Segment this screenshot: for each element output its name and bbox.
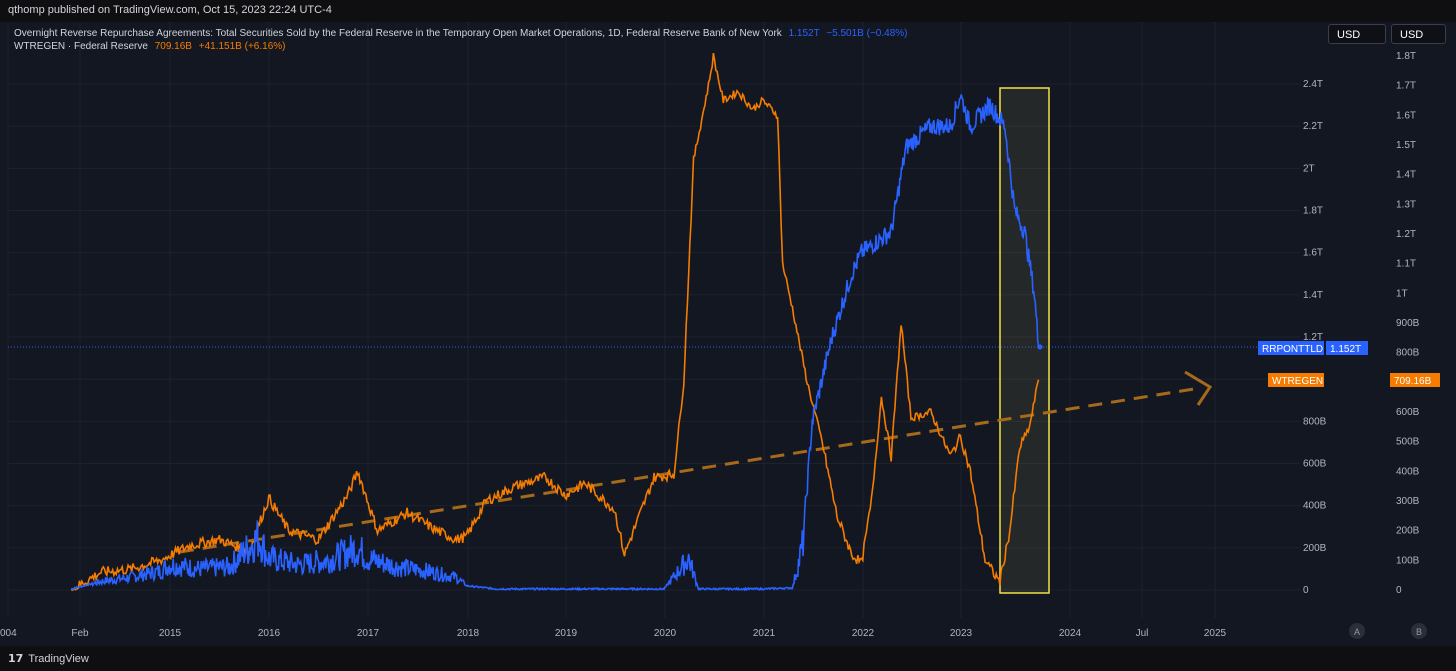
left-axis-tick-label: 2T — [1303, 163, 1315, 174]
right-axis-tick-label: 500B — [1396, 437, 1420, 448]
top-bar: qthomp published on TradingView.com, Oct… — [0, 0, 1456, 22]
left-axis: 0200B400B600B800B1T1.2T1.4T1.6T1.8T2T2.2… — [1303, 79, 1327, 596]
x-axis-tick-label: 2017 — [357, 628, 380, 639]
x-axis-tick-label: 2025 — [1204, 628, 1227, 639]
right-axis: 0100B200B300B400B500B600B700B800B900B1T1… — [1396, 51, 1420, 596]
right-axis-tick-label: 1.8T — [1396, 51, 1416, 62]
rrp-last-point — [1037, 344, 1043, 350]
right-axis-tick-label: 400B — [1396, 466, 1420, 477]
right-axis-tick-label: 1.7T — [1396, 81, 1416, 92]
left-axis-tick-label: 0 — [1303, 585, 1309, 596]
rrp-price-label: RRPONTTLD 1.152T — [1258, 341, 1368, 355]
legend-rrp-value: 1.152T — [788, 28, 820, 39]
x-axis-tick-label: 2022 — [852, 628, 875, 639]
legend-tga[interactable]: WTREGEN · Federal Reserve 709.16B +41.15… — [14, 41, 285, 52]
x-axis-tick-label: 2024 — [1059, 628, 1082, 639]
right-axis-tick-label: 1.6T — [1396, 110, 1416, 121]
trend-arrow-head — [1184, 370, 1213, 406]
rrp-value-text: 1.152T — [1330, 344, 1361, 355]
footer-bar: 17 TradingView — [0, 646, 1456, 671]
trend-arrow — [179, 386, 1201, 554]
x-axis-tick-label: 2016 — [258, 628, 281, 639]
scale-button-a[interactable]: A — [1354, 627, 1360, 637]
chart-area[interactable]: 0 200B 400B 600B 800B 1T 1.2T 1.4T 1.6T 1.8T 2T 2.2… — [0, 22, 1456, 646]
left-axis-tick-label: 200B — [1303, 543, 1327, 554]
x-axis-tick-label: 004 — [0, 628, 17, 639]
tga-price-label: WTREGEN 709.16B — [1268, 373, 1440, 387]
legend-rrp-name: Overnight Reverse Repurchase Agreements:… — [14, 28, 782, 39]
right-axis-tick-label: 300B — [1396, 496, 1420, 507]
legend-tga-name: WTREGEN · Federal Reserve — [14, 41, 148, 52]
left-axis-tick-label: 1.4T — [1303, 290, 1323, 301]
x-axis-tick-label: Feb — [71, 628, 89, 639]
tradingview-logo[interactable]: 17 TradingView — [8, 652, 89, 665]
right-axis-tick-label: 100B — [1396, 555, 1420, 566]
left-axis-tick-label: 2.4T — [1303, 79, 1323, 90]
right-axis-tick-label: 600B — [1396, 407, 1420, 418]
right-axis-tick-label: 800B — [1396, 348, 1420, 359]
x-axis-tick-label: 2015 — [159, 628, 182, 639]
scale-button-b[interactable]: B — [1416, 627, 1422, 637]
tga-value-text: 709.16B — [1394, 376, 1432, 387]
x-axis-tick-label: 2023 — [950, 628, 973, 639]
scale-buttons: A B — [1349, 623, 1427, 639]
left-axis-tick-label: 1.2T — [1303, 332, 1323, 343]
x-axis-tick-label: Jul — [1136, 628, 1149, 639]
x-axis-tick-label: 2020 — [654, 628, 677, 639]
left-axis-tick-label: 400B — [1303, 501, 1327, 512]
highlight-box — [999, 87, 1050, 594]
legend-rrp-change: −5.501B (−0.48%) — [826, 28, 908, 39]
right-axis-tick-label: 0 — [1396, 585, 1402, 596]
left-axis-tick-label: 1.8T — [1303, 206, 1323, 217]
right-axis-tick-label: 200B — [1396, 526, 1420, 537]
x-axis: 004 Feb 2015 2016 2017 2018 2019 2020 2021 2022 20… — [0, 628, 1227, 639]
currency-button-left[interactable]: USD — [1328, 24, 1386, 44]
right-axis-tick-label: 1.2T — [1396, 229, 1416, 240]
x-axis-tick-label: 2021 — [753, 628, 776, 639]
right-axis-tick-label: 1T — [1396, 288, 1408, 299]
tradingview-mark-icon: 17 — [8, 652, 24, 665]
legend-tga-value: 709.16B — [154, 41, 192, 52]
right-axis-tick-label: 1.1T — [1396, 259, 1416, 270]
legend-rrp[interactable]: Overnight Reverse Repurchase Agreements:… — [14, 28, 907, 39]
series-line-wtregen — [71, 52, 1040, 591]
series-line-rrpontttld — [70, 94, 1040, 592]
tradingview-brand: TradingView — [28, 653, 89, 665]
left-axis-tick-label: 1.6T — [1303, 248, 1323, 259]
tga-tag-text: WTREGEN — [1272, 376, 1323, 387]
right-axis-tick-label: 1.5T — [1396, 140, 1416, 151]
legend-tga-change: +41.151B (+6.16%) — [198, 41, 286, 52]
right-axis-tick-label: 900B — [1396, 318, 1420, 329]
x-axis-tick-label: 2018 — [457, 628, 480, 639]
currency-button-right[interactable]: USD — [1391, 24, 1446, 44]
rrp-tag-text: RRPONTTLD — [1262, 344, 1323, 355]
right-axis-tick-label: 1.4T — [1396, 170, 1416, 181]
left-axis-tick-label: 2.2T — [1303, 121, 1323, 132]
x-axis-tick-label: 2019 — [555, 628, 578, 639]
published-caption: qthomp published on TradingView.com, Oct… — [8, 4, 332, 16]
left-axis-tick-label: 600B — [1303, 459, 1327, 470]
right-axis-tick-label: 1.3T — [1396, 199, 1416, 210]
left-axis-tick-label: 800B — [1303, 416, 1327, 427]
chart-grid — [7, 22, 1300, 618]
